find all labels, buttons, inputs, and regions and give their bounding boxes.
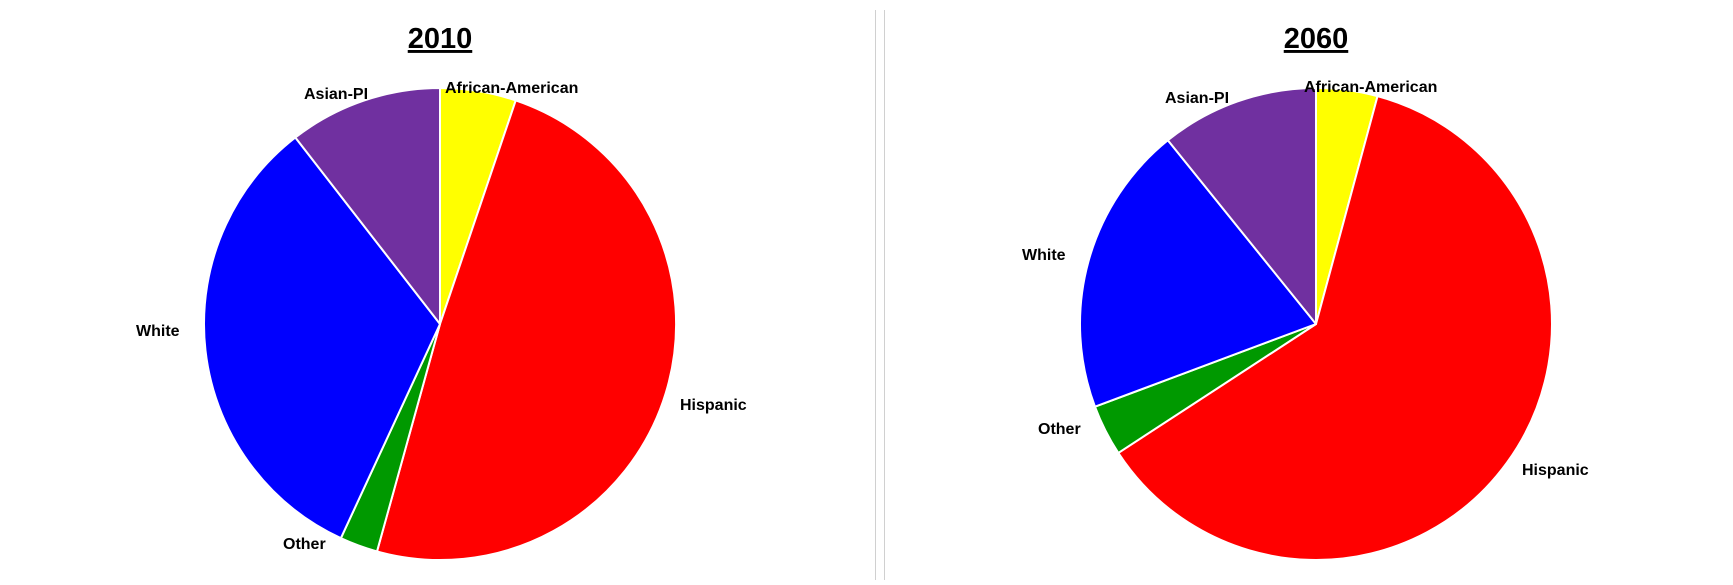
slice-label-white: White [136, 323, 180, 340]
pie-chart-2010: 2010 African-American Hispanic Other Whi… [136, 23, 747, 562]
slice-label-other: Other [1038, 421, 1081, 438]
panel-divider [884, 10, 885, 580]
pie-slices [1078, 87, 1553, 561]
slice-label-hispanic: Hispanic [680, 397, 747, 414]
slice-label-hispanic: Hispanic [1522, 462, 1589, 479]
slice-label-african-american: African-American [445, 80, 578, 97]
pie-slice-asian-pi [1166, 87, 1317, 325]
pie-slice-white [202, 136, 441, 540]
slice-label-asian-pi: Asian-PI [304, 86, 368, 103]
slice-label-other: Other [283, 536, 326, 553]
pie-slices [202, 87, 678, 562]
slice-label-asian-pi: Asian-PI [1165, 90, 1229, 107]
chart-title: 2010 [408, 23, 473, 55]
panel-divider [875, 10, 876, 580]
pie-slice-white [1078, 139, 1317, 408]
pie-chart-2060: 2060 African-American Hispanic Other Whi… [1022, 23, 1589, 561]
slice-label-white: White [1022, 247, 1066, 264]
pie-slice-hispanic [376, 99, 678, 562]
pie-slice-asian-pi [294, 87, 441, 325]
chart-title: 2060 [1284, 23, 1349, 55]
slice-label-african-american: African-American [1304, 79, 1437, 96]
pie-slice-hispanic [1117, 95, 1553, 561]
